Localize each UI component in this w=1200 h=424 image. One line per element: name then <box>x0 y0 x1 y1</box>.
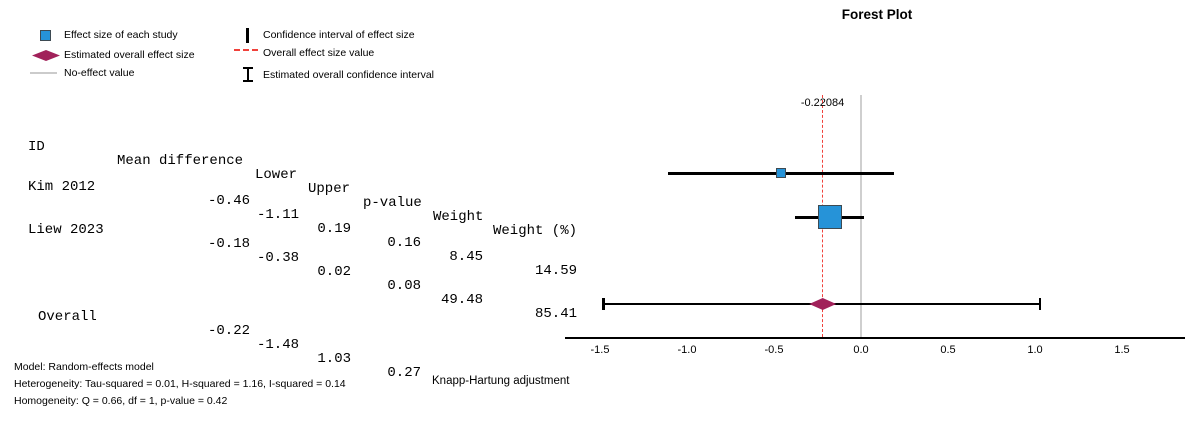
lower-value: -1.48 <box>256 337 299 353</box>
overall-estimate-label: -0.22084 <box>800 97 845 109</box>
lower-value: -1.11 <box>256 207 299 223</box>
no-effect-line-icon <box>30 72 57 74</box>
mean-value: -0.46 <box>207 193 250 209</box>
legend-label-no-effect: No-effect value <box>64 67 135 79</box>
mean-value: -0.18 <box>207 236 250 252</box>
lower-value: -0.38 <box>256 250 299 266</box>
overall-diamond <box>809 298 837 310</box>
study-ci-line <box>667 171 895 175</box>
upper-value: 0.19 <box>317 221 351 237</box>
study-square-icon <box>40 30 51 41</box>
p-value: 0.27 <box>387 365 421 381</box>
x-tick-label: 0.0 <box>853 344 869 356</box>
overall-ci-cap-left <box>602 298 605 310</box>
weight-value: 49.48 <box>440 292 483 308</box>
table-header-row: ID Mean difference Lower Upper p-value W… <box>0 126 600 238</box>
col-header-id: ID <box>28 139 45 155</box>
x-tick-label: -1.0 <box>677 344 697 356</box>
x-tick-label: -1.5 <box>590 344 610 356</box>
study-marker <box>817 205 842 229</box>
study-id: Liew 2023 <box>28 222 104 238</box>
col-header-mean: Mean difference <box>117 153 244 169</box>
col-header-pvalue: p-value <box>363 195 422 211</box>
x-axis-line <box>565 337 1185 339</box>
overall-ci-line <box>603 302 1041 306</box>
overall-ci-icon <box>243 67 253 82</box>
legend-label-overall-value: Overall effect size value <box>263 47 375 59</box>
col-header-upper: Upper <box>308 181 351 197</box>
col-header-weight: Weight <box>433 209 484 225</box>
x-tick-label: -0.5 <box>764 344 784 356</box>
upper-value: 0.02 <box>317 264 351 280</box>
legend-label-overall-ci: Estimated overall confidence interval <box>263 69 435 81</box>
col-header-lower: Lower <box>255 167 298 183</box>
chart-title: Forest Plot <box>841 7 913 22</box>
x-tick-label: 1.0 <box>1027 344 1043 356</box>
ci-bar-icon <box>246 28 249 43</box>
legend-label-overall-diamond: Estimated overall effect size <box>64 49 195 61</box>
overall-effect-line <box>821 95 823 337</box>
overall-dashed-line-icon <box>234 49 258 51</box>
legend-label-study-square: Effect size of each study <box>64 29 178 41</box>
table-overall-row: Overall -0.22 -1.48 1.03 0.27 <box>0 296 600 380</box>
weight-pct-value: 14.59 <box>534 263 577 279</box>
weight-pct-value: 85.41 <box>534 306 577 322</box>
study-ci-line <box>794 215 865 219</box>
table-row: Liew 2023 -0.18 -0.38 0.02 0.08 49.48 85… <box>0 209 600 321</box>
study-id: Kim 2012 <box>28 179 96 195</box>
upper-value: 1.03 <box>317 351 351 367</box>
no-effect-line <box>860 95 862 337</box>
overall-diamond-icon <box>32 50 60 61</box>
adjustment-note: Knapp-Hartung adjustment <box>432 375 570 387</box>
overall-ci-cap-right <box>1038 298 1042 310</box>
model-note: Model: Random-effects model <box>14 361 154 373</box>
legend-label-ci: Confidence interval of effect size <box>263 29 415 41</box>
weight-value: 8.45 <box>449 249 483 265</box>
homogeneity-note: Homogeneity: Q = 0.66, df = 1, p-value =… <box>14 395 228 407</box>
heterogeneity-note: Heterogeneity: Tau-squared = 0.01, H-squ… <box>14 378 346 390</box>
col-header-weightpct: Weight (%) <box>493 223 578 239</box>
mean-value: -0.22 <box>207 323 250 339</box>
x-tick-label: 1.5 <box>1114 344 1130 356</box>
p-value: 0.16 <box>387 235 421 251</box>
p-value: 0.08 <box>387 278 421 294</box>
x-tick-label: 0.5 <box>940 344 956 356</box>
overall-id: Overall <box>38 309 97 325</box>
study-marker <box>775 168 786 178</box>
table-row: Kim 2012 -0.46 -1.11 0.19 0.16 8.45 14.5… <box>0 166 600 278</box>
